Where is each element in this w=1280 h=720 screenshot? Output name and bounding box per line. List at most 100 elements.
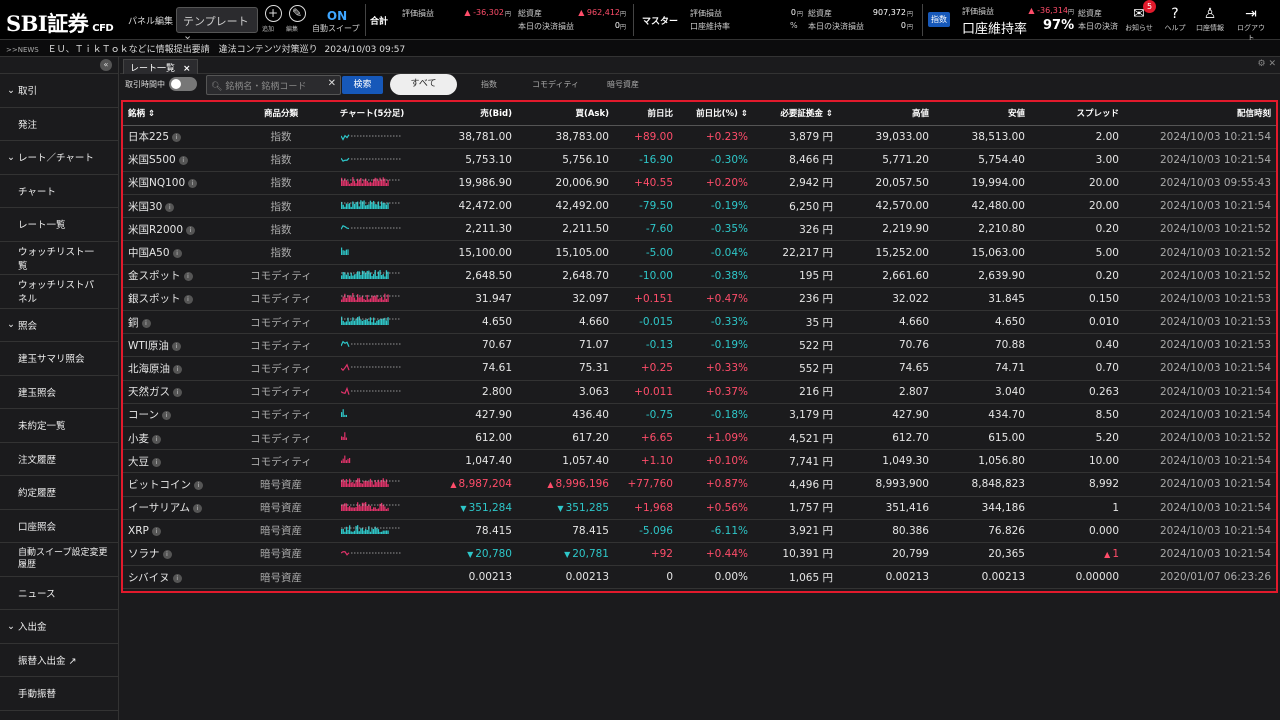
info-icon[interactable]: i (186, 225, 196, 235)
help-button[interactable]: ? ヘルプ (1158, 6, 1192, 33)
info-icon[interactable]: i (161, 411, 171, 421)
sidebar-item-15[interactable]: ニュース (0, 577, 118, 610)
table-row[interactable]: コーン i コモディティ 427.90 436.40 -0.75 -0.18% 3,179 円… (123, 403, 1276, 427)
info-icon[interactable]: i (165, 202, 175, 212)
table-row[interactable]: 大豆 i コモディティ 1,047.40 1,057.40 +1.10 +0.10% 7,74… (123, 449, 1276, 474)
info-icon[interactable]: i (194, 480, 203, 490)
table-row[interactable]: イーサリアム i 暗号資産 ▼ 351,284 ▼ 351,285 +1,968 +0.56% 1… (123, 496, 1276, 520)
search-input[interactable]: 🔍︎ 銘柄名・銘柄コード ✕ (206, 75, 341, 95)
logout-button[interactable]: ⇥ ログアウト (1234, 6, 1268, 43)
table-row[interactable]: 米国NQ100 i 指数 19,986.90 20,006.90 +40.55 +0.20%… (123, 171, 1276, 196)
index-badge[interactable]: 指数 (928, 12, 950, 27)
trend-arrow-icon: ▼ (557, 503, 564, 513)
sbi-logo[interactable]: SBI証券 CFD (6, 11, 114, 36)
info-icon[interactable]: i (141, 318, 151, 328)
sparkline-chart (341, 432, 347, 441)
info-icon[interactable]: i (172, 249, 182, 259)
template-select[interactable]: テンプレート ⌄ (176, 7, 258, 42)
trading-hours-toggle[interactable] (169, 77, 197, 91)
info-icon[interactable]: i (172, 133, 182, 143)
sidebar-item-6[interactable]: ウォッチリストパネル (0, 275, 118, 309)
info-icon[interactable]: i (152, 457, 161, 467)
info-icon[interactable]: i (151, 526, 161, 536)
column-header[interactable]: 前日比(%) ⇕ (678, 102, 753, 126)
table-row[interactable]: 北海原油 i コモディティ 74.61 75.31 +0.25 +0.33% 552 円 74.… (123, 356, 1276, 381)
table-row[interactable]: シバイヌ i 暗号資産 0.00213 0.00213 0 0.00% 1,065 円 0.00… (123, 565, 1276, 590)
info-icon[interactable]: i (173, 364, 182, 374)
filter-index-tab[interactable]: 指数 (481, 80, 497, 89)
info-icon[interactable]: i (178, 156, 188, 166)
sidebar-item-14[interactable]: 自動スイープ設定変更履歴 (0, 543, 118, 577)
column-header[interactable]: スプレッド (1030, 102, 1124, 126)
column-header[interactable]: 売(Bid) (425, 102, 517, 126)
notifications-button[interactable]: ✉ お知らせ (1122, 6, 1156, 33)
column-header[interactable]: 配信時刻 (1124, 102, 1276, 126)
sidebar-item-12[interactable]: 約定履歴 (0, 476, 118, 510)
info-icon[interactable]: i (171, 341, 181, 351)
info-icon[interactable]: i (172, 573, 182, 583)
table-row[interactable]: 銀スポット i コモディティ 31.947 32.097 +0.151 +0.47% 236 … (123, 287, 1276, 312)
table-row[interactable]: 米国R2000 i 指数 2,211.30 2,211.50 -7.60 -0.35% 326… (123, 217, 1276, 242)
add-panel-button[interactable]: + 追加 (262, 5, 284, 33)
edit-panel-button[interactable]: ✎ 編集 (286, 5, 308, 33)
sidebar-item-13[interactable]: 口座照会 (0, 510, 118, 543)
bid-price: 2,648.50 (425, 264, 517, 288)
table-row[interactable]: 天然ガス i コモディティ 2.800 3.063 +0.011 +0.37% 216 円 2.… (123, 380, 1276, 404)
table-row[interactable]: ビットコイン i 暗号資産 ▲ 8,987,204 ▲ 8,996,196 +77,760 +0… (123, 472, 1276, 497)
sidebar-item-11[interactable]: 注文履歴 (0, 443, 118, 476)
clear-search-icon[interactable]: ✕ (327, 78, 336, 89)
search-button[interactable]: 検索 (342, 76, 383, 94)
table-row[interactable]: 日本225 i 指数 38,781.00 38,783.00 +89.00 +0.23% 3,… (123, 125, 1276, 149)
info-icon[interactable]: i (152, 434, 161, 444)
table-row[interactable]: 中国A50 i 指数 15,100.00 15,105.00 -5.00 -0.04% 22,… (123, 240, 1276, 265)
table-row[interactable]: 金スポット i コモディティ 2,648.50 2,648.70 -10.00 -0.38%… (123, 264, 1276, 288)
column-header[interactable]: 安値 (934, 102, 1030, 126)
table-row[interactable]: 米国S500 i 指数 5,753.10 5,756.10 -16.90 -0.30% 8,4… (123, 148, 1276, 172)
sidebar-item-4[interactable]: レート一覧 (0, 208, 118, 242)
column-header[interactable]: 銘柄 ⇕ (123, 102, 243, 126)
filter-crypto-tab[interactable]: 暗号資産 (607, 80, 639, 89)
sidebar-item-16[interactable]: ⌄ 入出金 (0, 610, 118, 644)
tab-rate-list[interactable]: レート一覧 × (123, 59, 198, 74)
info-icon[interactable]: i (188, 179, 198, 189)
sidebar-item-0[interactable]: ⌄ 取引 (0, 74, 118, 108)
sidebar-item-9[interactable]: 建玉照会 (0, 376, 118, 409)
close-tab-icon[interactable]: × (183, 64, 191, 74)
collapse-sidebar-icon[interactable]: « (100, 59, 112, 71)
info-icon[interactable]: i (183, 272, 193, 282)
info-icon[interactable]: i (183, 295, 193, 305)
info-icon[interactable]: i (162, 550, 172, 560)
column-header[interactable]: 高値 (838, 102, 934, 126)
account-info-button[interactable]: ♙ 口座情報 (1193, 6, 1227, 33)
column-header[interactable]: 買(Ask) (517, 102, 614, 126)
sidebar-item-18[interactable]: 手動振替 (0, 677, 118, 711)
news-ticker[interactable]: >>NEWS ＥＵ、ＴｉｋＴｏｋなどに情報提出要請 違法コンテンツ対策巡り 20… (0, 40, 1280, 57)
sidebar-item-3[interactable]: チャート (0, 175, 118, 208)
sidebar-item-7[interactable]: ⌄ 照会 (0, 309, 118, 342)
filter-commodity-tab[interactable]: コモディティ (532, 80, 579, 89)
sidebar-item-2[interactable]: ⌄ レート／チャート (0, 141, 118, 175)
spread: 0.263 (1030, 380, 1124, 404)
table-row[interactable]: 米国30 i 指数 42,472.00 42,492.00 -79.50 -0.19% 6,2… (123, 194, 1276, 219)
panel-settings-icon[interactable]: ⚙ ✕ (1257, 59, 1276, 69)
filter-all-button[interactable]: すべて (390, 74, 457, 95)
info-icon[interactable]: i (193, 504, 203, 514)
auto-sweep-toggle[interactable]: ON 自動スイープ (312, 9, 360, 33)
sidebar-item-5[interactable]: ウォッチリスト一覧 (0, 242, 118, 275)
column-header[interactable]: 前日比 (614, 102, 678, 126)
sidebar-item-10[interactable]: 未約定一覧 (0, 409, 118, 443)
sidebar-item-17[interactable]: 振替入出金 ↗ (0, 644, 118, 677)
sidebar-item-8[interactable]: 建玉サマリ照会 (0, 342, 118, 376)
product-category: コモディティ (243, 310, 319, 335)
column-header[interactable]: チャート(5分足) (319, 102, 425, 126)
sidebar-item-1[interactable]: 発注 (0, 108, 118, 141)
table-row[interactable]: 銅 i コモディティ 4.650 4.660 -0.015 -0.33% 35 円 4.660 4… (123, 310, 1276, 335)
column-header[interactable]: 商品分類 (243, 102, 319, 126)
sparkline-chart (341, 292, 401, 302)
info-icon[interactable]: i (173, 388, 182, 398)
column-header[interactable]: 必要証拠金 ⇕ (753, 102, 838, 126)
table-row[interactable]: WTI原油 i コモディティ 70.67 71.07 -0.13 -0.19% 522 円 70… (123, 333, 1276, 358)
